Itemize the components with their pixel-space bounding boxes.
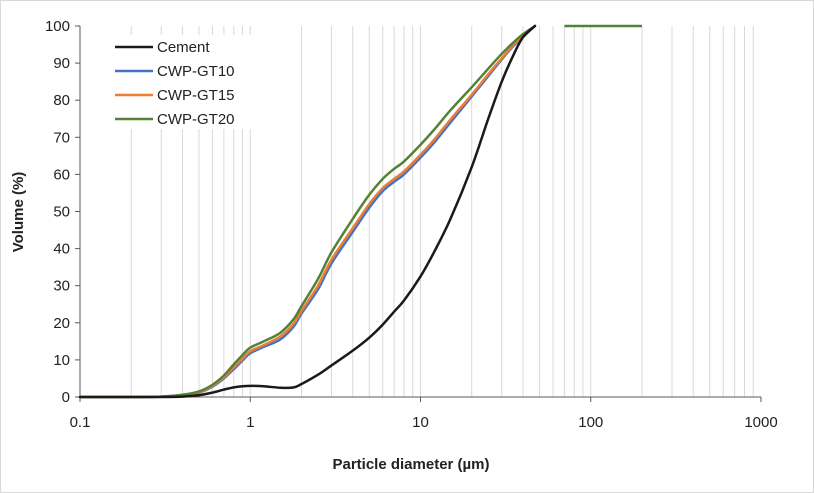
- legend: Cement CWP-GT10 CWP-GT15 CWP-GT20: [99, 35, 259, 129]
- y-tick-label: 0: [62, 389, 70, 406]
- y-tick-label: 30: [53, 278, 70, 295]
- x-tick-label: 1000: [744, 414, 777, 431]
- legend-item-cwp-gt15: CWP-GT15: [115, 87, 235, 104]
- y-tick-label: 60: [53, 166, 70, 183]
- legend-background: [99, 35, 259, 129]
- legend-item-cwp-gt20: CWP-GT20: [115, 111, 235, 128]
- y-tick-label: 40: [53, 241, 70, 258]
- y-tick-label: 100: [45, 18, 70, 35]
- series-layer: [78, 24, 643, 399]
- legend-item-cwp-gt10: CWP-GT10: [115, 63, 235, 80]
- x-tick-label: 0.1: [70, 414, 91, 431]
- series-line-cement: [78, 24, 537, 399]
- tick-label-layer: 0 10 20 30 40 50 60 70 80 90 100 0.1 1 10 100 1000: [45, 18, 778, 431]
- legend-item-cement: Cement: [115, 39, 210, 56]
- x-tick-label: 1: [246, 414, 254, 431]
- legend-label-cwp-gt20: CWP-GT20: [157, 111, 235, 128]
- y-tick-label: 50: [53, 204, 70, 221]
- y-tick-label: 70: [53, 129, 70, 146]
- series-line-cwp-gt20: [78, 24, 537, 399]
- y-tick-label: 20: [53, 315, 70, 332]
- y-tick-label: 80: [53, 92, 70, 109]
- x-tick-label: 100: [578, 414, 603, 431]
- legend-label-cwp-gt15: CWP-GT15: [157, 87, 235, 104]
- y-tick-label: 10: [53, 352, 70, 369]
- y-axis-title: Volume (%): [10, 172, 27, 253]
- legend-label-cement: Cement: [157, 39, 210, 56]
- y-tick-label: 90: [53, 55, 70, 72]
- x-tick-label: 10: [412, 414, 429, 431]
- legend-label-cwp-gt10: CWP-GT10: [157, 63, 235, 80]
- x-axis-title: Particle diameter (µm): [332, 456, 489, 473]
